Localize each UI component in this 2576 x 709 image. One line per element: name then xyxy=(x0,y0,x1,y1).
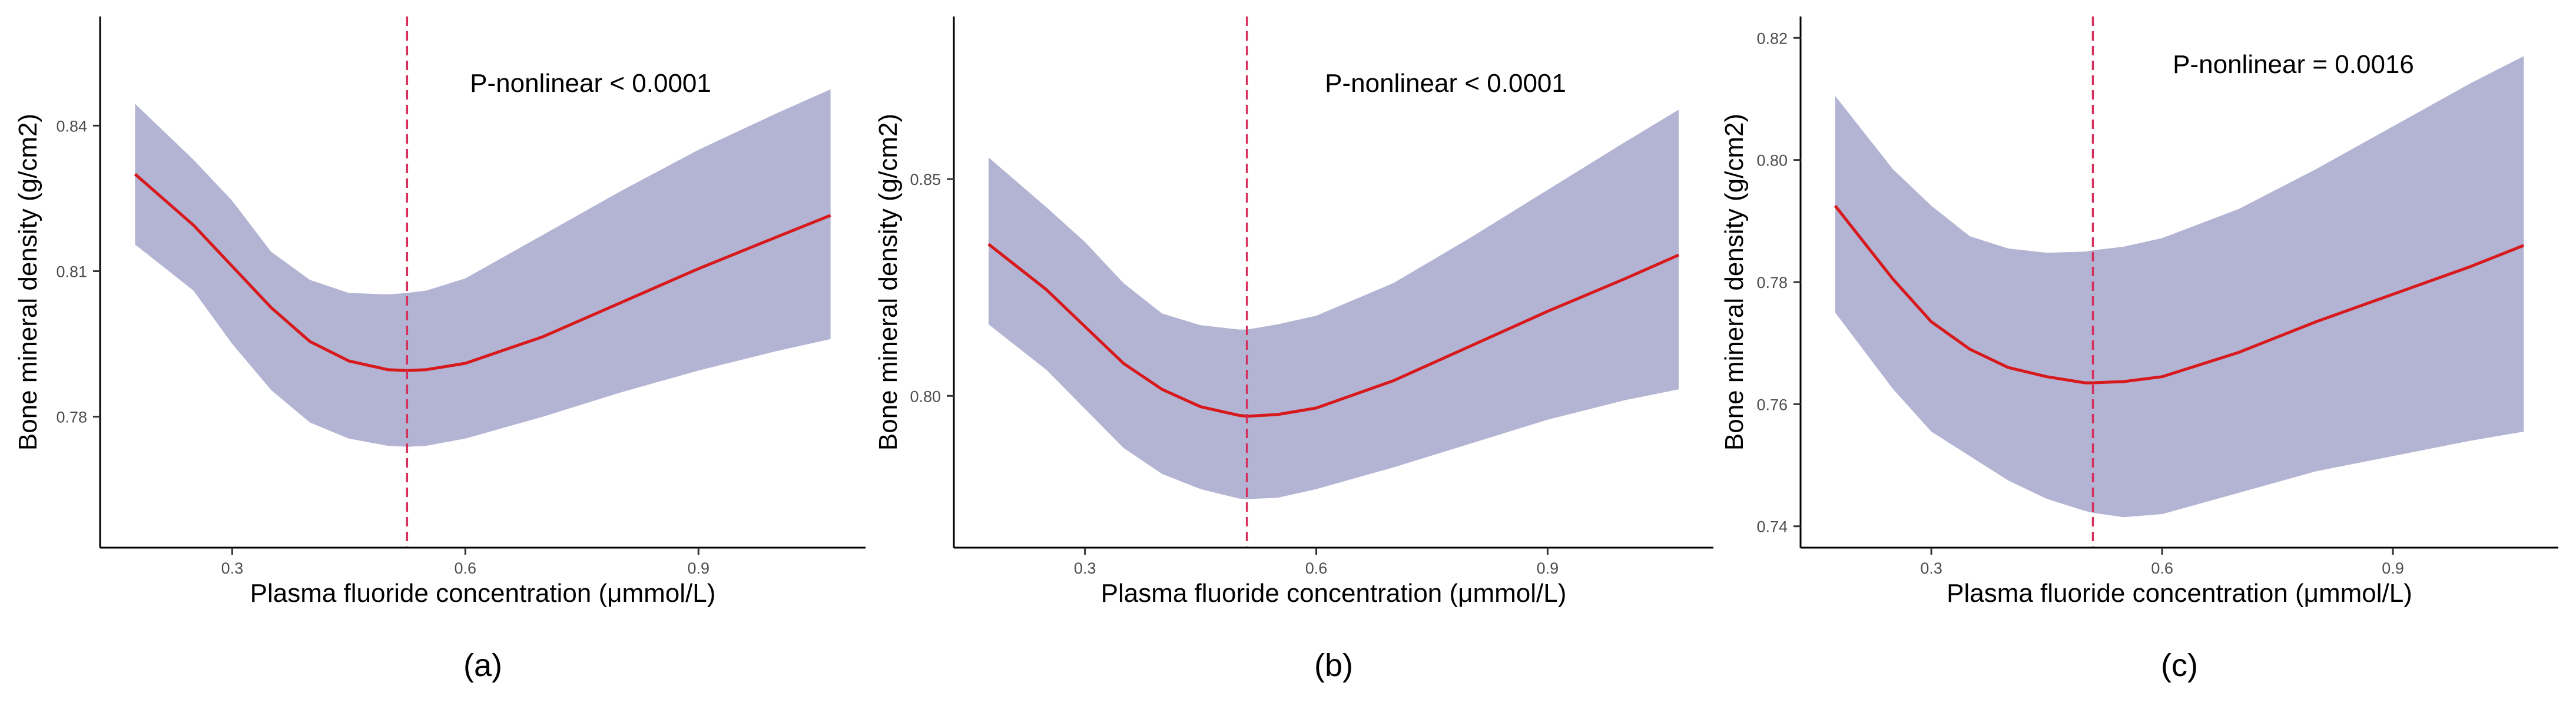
y-tick-label: 0.78 xyxy=(1756,274,1788,291)
panel-label: (b) xyxy=(1314,648,1353,683)
chart-panel-3: 0.3 0.6 0.9 0.74 0.76 0.78 0.80 0.82 P-nonlinear… xyxy=(1720,16,2558,683)
panel-label: (c) xyxy=(2161,648,2198,683)
x-tick-label: 0.6 xyxy=(2151,559,2173,577)
y-tick-label: 0.78 xyxy=(56,409,87,426)
y-tick-label: 0.85 xyxy=(910,171,941,188)
p-nonlinear-annotation: P-nonlinear < 0.0001 xyxy=(470,69,711,98)
chart-panel-2: 0.3 0.6 0.9 0.80 0.85 P-nonlinear < 0.0001 Pla… xyxy=(874,16,1713,683)
x-tick-label: 0.9 xyxy=(687,559,710,577)
series-line-estimate xyxy=(1834,204,2525,385)
panel-label: (a) xyxy=(463,648,502,683)
y-tick-label: 0.84 xyxy=(56,117,87,135)
p-nonlinear-annotation: P-nonlinear < 0.0001 xyxy=(1325,69,1566,98)
x-axis-title: Plasma fluoride concentration (μmmol/L) xyxy=(250,579,716,608)
x-axis-title: Plasma fluoride concentration (μmmol/L) xyxy=(1101,579,1567,608)
confidence-band xyxy=(988,110,1679,499)
x-axis-title: Plasma fluoride concentration (μmmol/L) xyxy=(1947,579,2412,608)
y-axis-title: Bone mineral density (g/cm2) xyxy=(874,114,903,450)
y-tick-label: 0.80 xyxy=(910,387,941,405)
x-tick-label: 0.6 xyxy=(455,559,477,577)
y-tick-label: 0.80 xyxy=(1756,152,1788,170)
x-tick-label: 0.3 xyxy=(1920,559,1942,577)
confidence-band xyxy=(1835,56,2524,518)
x-tick-label: 0.9 xyxy=(1537,559,1559,577)
y-tick-label: 0.81 xyxy=(56,263,87,280)
y-tick-label: 0.76 xyxy=(1756,396,1788,413)
y-axis-title: Bone mineral density (g/cm2) xyxy=(14,114,42,450)
x-tick-label: 0.3 xyxy=(1074,559,1096,577)
y-tick-label: 0.82 xyxy=(1756,29,1788,47)
confidence-band xyxy=(135,89,831,447)
x-tick-label: 0.9 xyxy=(2382,559,2404,577)
x-tick-label: 0.3 xyxy=(221,559,244,577)
y-tick-label: 0.74 xyxy=(1756,518,1788,536)
y-axis-title: Bone mineral density (g/cm2) xyxy=(1720,114,1749,450)
p-nonlinear-annotation: P-nonlinear = 0.0016 xyxy=(2173,50,2414,79)
chart-panel-1: 0.3 0.6 0.9 0.78 0.81 0.84 P-nonlinear < 0.000… xyxy=(14,16,866,683)
x-tick-label: 0.6 xyxy=(1305,559,1328,577)
